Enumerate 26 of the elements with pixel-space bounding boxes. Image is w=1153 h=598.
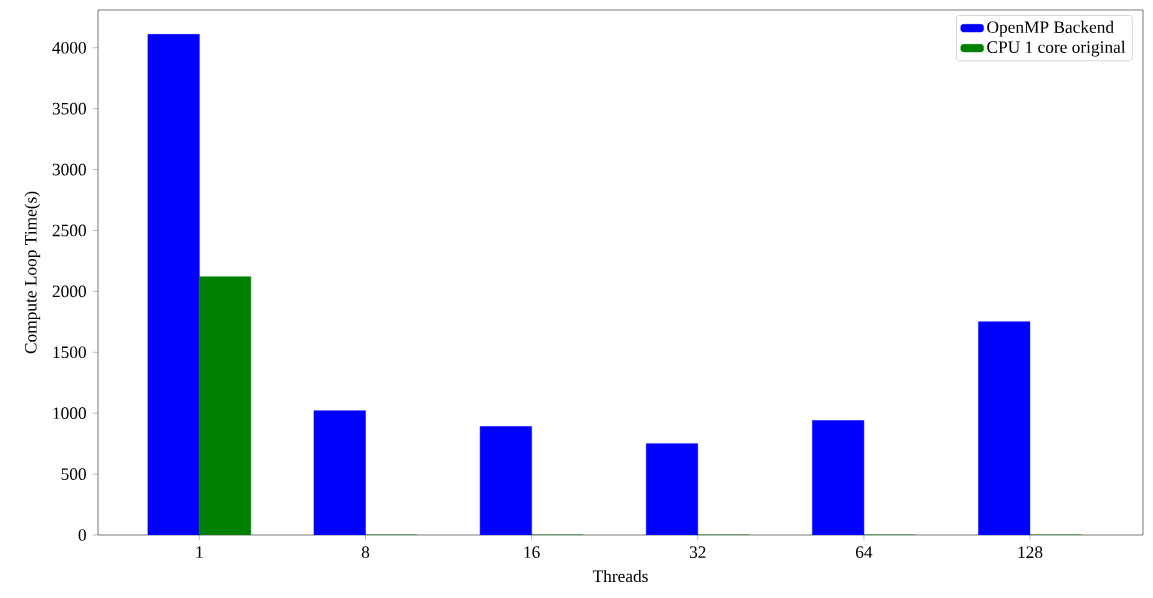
x-tick-label: 32: [689, 546, 706, 559]
y-tick-label: 1500: [53, 346, 86, 359]
bar: [479, 426, 532, 535]
legend-label: CPU 1 core original: [987, 40, 1126, 57]
y-tick-label: 1000: [53, 407, 86, 420]
x-tick-label: 1: [196, 546, 203, 558]
bar: [147, 34, 200, 535]
x-tick-label: 8: [361, 546, 370, 559]
y-tick-label: 500: [61, 468, 86, 480]
bar: [812, 420, 865, 535]
bar: [978, 321, 1031, 535]
x-axis-title: Threads: [592, 569, 648, 583]
y-tick-label: 4000: [52, 41, 86, 54]
y-tick-label: 3500: [52, 102, 86, 115]
x-tick-label: 128: [1018, 546, 1043, 559]
bar: [199, 276, 252, 535]
y-tick-label: 3000: [52, 163, 86, 176]
bar: [313, 410, 366, 535]
legend-label: OpenMP Backend: [987, 20, 1114, 37]
bar: [645, 443, 699, 535]
y-tick-label: 0: [78, 529, 86, 541]
x-tick-label: 64: [855, 546, 873, 559]
x-tick-label: 16: [524, 546, 540, 559]
y-tick-label: 2500: [52, 224, 86, 237]
y-tick-label: 2000: [52, 285, 86, 298]
y-axis-title: Compute Loop Time(s): [24, 191, 41, 354]
